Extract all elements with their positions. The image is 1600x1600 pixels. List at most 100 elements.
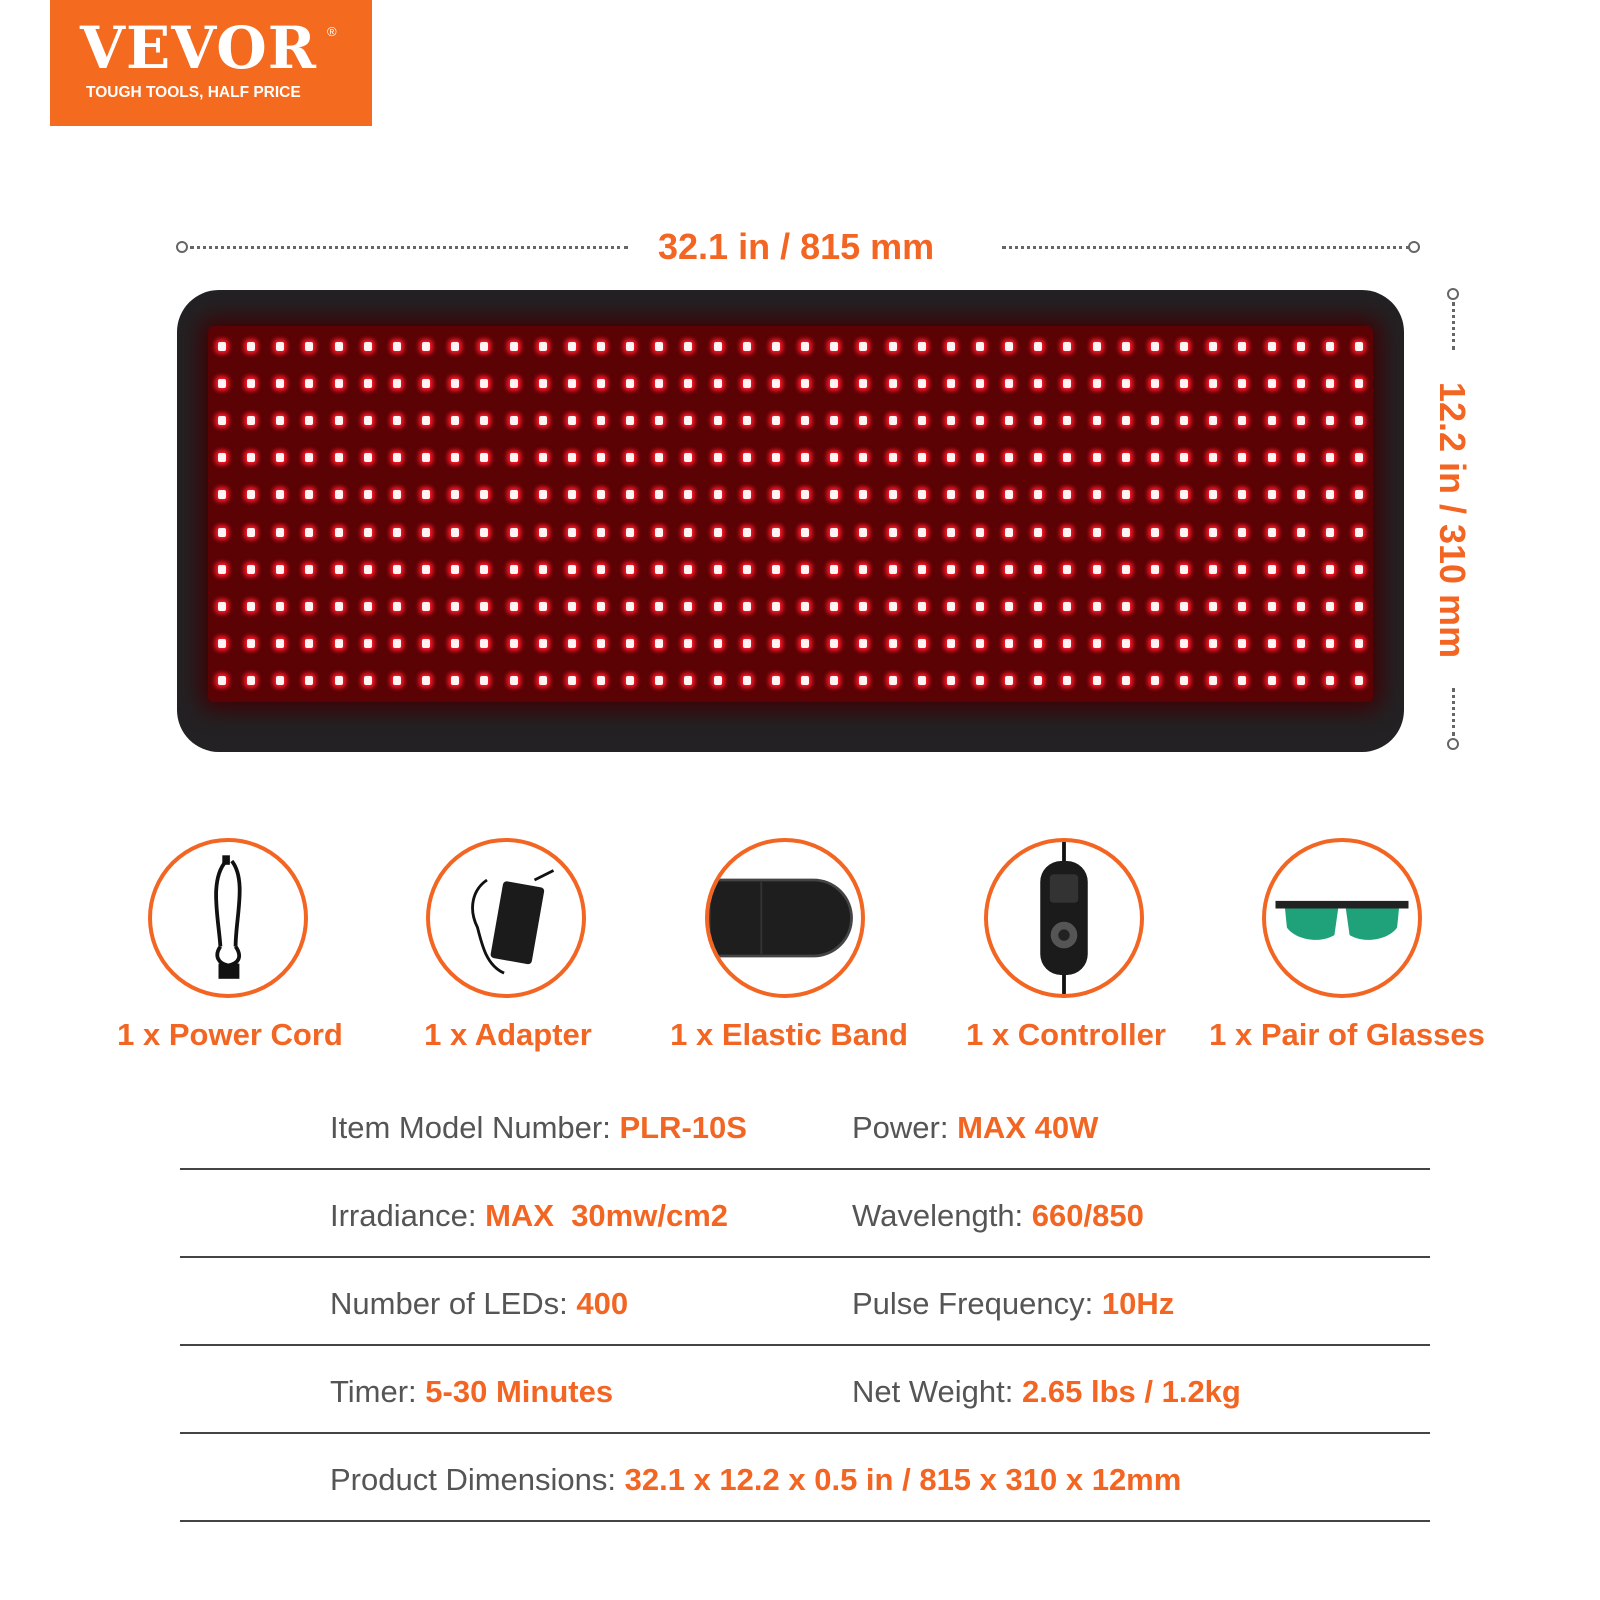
led xyxy=(1209,601,1218,611)
spec-value: 5-30 Minutes xyxy=(425,1374,614,1409)
led xyxy=(480,638,489,648)
led xyxy=(1121,527,1130,537)
led xyxy=(946,564,955,574)
led xyxy=(1355,416,1363,426)
led xyxy=(597,564,605,574)
led xyxy=(1325,601,1334,611)
led xyxy=(538,527,547,537)
led xyxy=(276,527,285,537)
spec-value: MAX 30mw/cm2 xyxy=(485,1198,729,1233)
led xyxy=(597,342,605,351)
led xyxy=(1180,676,1189,685)
dimension-line xyxy=(1452,688,1455,736)
led xyxy=(1034,490,1043,500)
led xyxy=(392,601,401,611)
led xyxy=(218,601,226,611)
led xyxy=(1209,638,1218,648)
led xyxy=(1355,379,1363,389)
led xyxy=(392,416,401,426)
led xyxy=(801,416,810,426)
led xyxy=(946,490,955,500)
led xyxy=(801,601,810,611)
led xyxy=(480,342,489,351)
led xyxy=(422,379,431,389)
led xyxy=(626,342,635,351)
led xyxy=(218,379,226,389)
led xyxy=(538,379,547,389)
led xyxy=(480,453,489,463)
led xyxy=(597,490,605,500)
led xyxy=(655,490,664,500)
led xyxy=(771,453,780,463)
led xyxy=(976,490,984,500)
spec-label: Power: xyxy=(852,1110,958,1145)
led xyxy=(976,638,984,648)
led xyxy=(626,676,635,685)
spec-led-count: Number of LEDs: 400 xyxy=(330,1286,628,1322)
led xyxy=(1092,601,1101,611)
led xyxy=(1063,638,1072,648)
led xyxy=(626,564,635,574)
led xyxy=(305,601,314,611)
led xyxy=(684,564,693,574)
led xyxy=(392,453,401,463)
led xyxy=(713,564,722,574)
led xyxy=(1209,676,1218,685)
led xyxy=(276,676,285,685)
led xyxy=(1355,342,1363,351)
led xyxy=(1092,453,1101,463)
spec-power: Power: MAX 40W xyxy=(852,1110,1098,1146)
led xyxy=(305,638,314,648)
led xyxy=(684,527,693,537)
led xyxy=(1150,490,1159,500)
led xyxy=(1180,527,1189,537)
led xyxy=(976,342,984,351)
led xyxy=(305,490,314,500)
led xyxy=(742,342,751,351)
led xyxy=(888,676,897,685)
spec-label: Wavelength: xyxy=(852,1198,1032,1233)
led xyxy=(1092,638,1101,648)
led xyxy=(1005,638,1014,648)
led xyxy=(334,527,343,537)
led xyxy=(1034,564,1043,574)
led xyxy=(1238,379,1247,389)
led xyxy=(1150,601,1159,611)
led xyxy=(1150,564,1159,574)
led xyxy=(567,601,576,611)
led xyxy=(597,638,605,648)
spec-value: 10Hz xyxy=(1101,1286,1175,1321)
spec-value: MAX 40W xyxy=(957,1110,1099,1145)
led xyxy=(1296,416,1305,426)
led xyxy=(334,564,343,574)
led xyxy=(1180,342,1189,351)
led xyxy=(363,676,372,685)
led xyxy=(334,342,343,351)
led xyxy=(976,379,984,389)
led xyxy=(859,638,868,648)
dimension-end-marker xyxy=(176,241,188,253)
led xyxy=(334,638,343,648)
dimension-end-marker xyxy=(1447,738,1459,750)
spec-row: Irradiance: MAX 30mw/cm2 Wavelength: 660… xyxy=(180,1168,1430,1258)
led xyxy=(946,342,955,351)
led xyxy=(917,676,926,685)
led xyxy=(451,638,460,648)
led xyxy=(1296,453,1305,463)
led xyxy=(655,379,664,389)
led xyxy=(917,564,926,574)
led xyxy=(655,416,664,426)
accessory-label-elastic-band: 1 x Elastic Band xyxy=(670,1017,908,1052)
led xyxy=(218,527,226,537)
led xyxy=(1238,453,1247,463)
led xyxy=(363,638,372,648)
led xyxy=(946,676,955,685)
led xyxy=(538,601,547,611)
led xyxy=(1005,527,1014,537)
led xyxy=(917,638,926,648)
led xyxy=(509,490,518,500)
led xyxy=(801,490,810,500)
led xyxy=(1296,342,1305,351)
led xyxy=(859,527,868,537)
led xyxy=(771,416,780,426)
